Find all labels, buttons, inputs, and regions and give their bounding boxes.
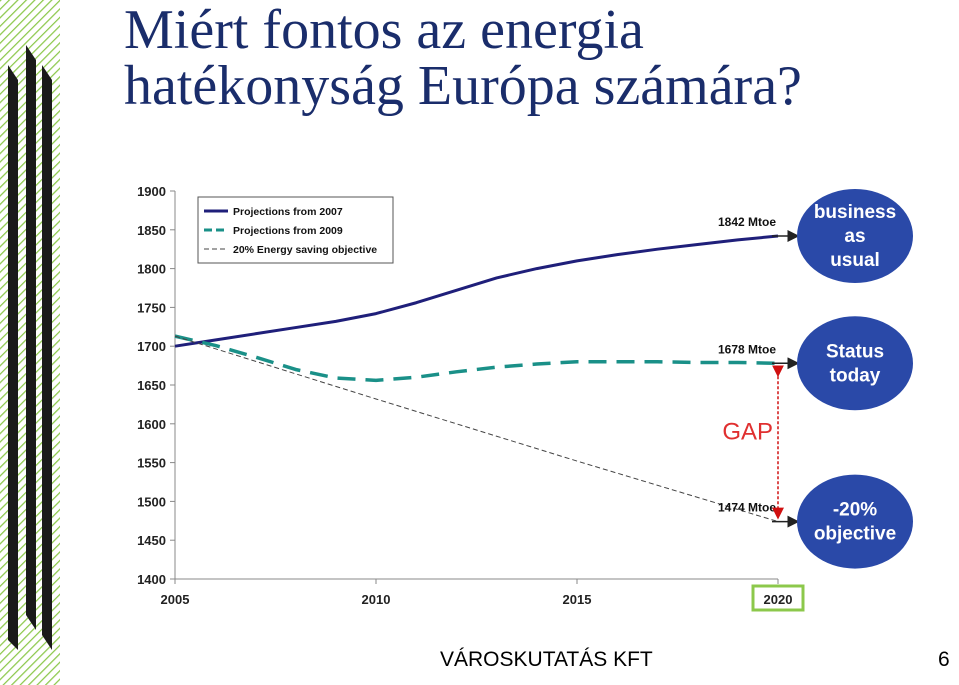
- y-tick-label-1400: 1400: [137, 572, 166, 587]
- x-tick-label-2005: 2005: [161, 592, 190, 607]
- callout-text-1-1: business: [814, 202, 896, 223]
- series-line-2: [174, 334, 779, 383]
- gap-label: GAP: [722, 419, 773, 446]
- data-label-1: 1842 Mtoe: [718, 215, 776, 229]
- y-tick-label-1650: 1650: [137, 378, 166, 393]
- x-tick-label-2020: 2020: [764, 592, 793, 607]
- legend-box: [197, 196, 394, 264]
- callout-circle-3: [797, 474, 913, 569]
- highlighted-year-box: [751, 584, 805, 612]
- data-label-2: 1678 Mtoe: [718, 342, 776, 356]
- legend-label-2: Projections from 2009: [233, 225, 343, 237]
- chart-legend: Projections from 2007 Projections from 20…: [197, 196, 394, 264]
- series-line-1: [174, 234, 779, 348]
- title-line-2: hatékonyság Európa számára?: [124, 55, 802, 117]
- energy-projection-chart: 1400 1450 1500 1550 1600 1650 1700 1750 1800 1850…: [137, 184, 913, 612]
- y-tick-label-1800: 1800: [137, 262, 166, 277]
- y-tick-label-1750: 1750: [137, 300, 166, 315]
- footer-company: VÁROSKUTATÁS KFT: [440, 648, 653, 671]
- legend-label-1: Projections from 2007: [233, 206, 343, 218]
- y-tick-label-1700: 1700: [137, 339, 166, 354]
- x-tick-label-2015: 2015: [563, 592, 592, 607]
- y-tick-label-1450: 1450: [137, 533, 166, 548]
- callout-text-3-1: -20%: [833, 500, 877, 521]
- legend-label-3: 20% Energy saving objective: [233, 244, 377, 256]
- page-number: 6: [938, 648, 950, 671]
- y-tick-label-1550: 1550: [137, 456, 166, 471]
- y-tick-label-1600: 1600: [137, 417, 166, 432]
- y-tick-label-1900: 1900: [137, 184, 166, 199]
- decorative-stripe-band: [0, 0, 60, 685]
- callout-circle-2: [797, 316, 913, 411]
- x-tick-label-2010: 2010: [362, 592, 391, 607]
- title-line-1: Miért fontos az energia: [124, 0, 644, 61]
- y-tick-label-1500: 1500: [137, 494, 166, 509]
- callout-circle-1: [797, 189, 913, 284]
- callout-text-1-2: as: [844, 226, 865, 247]
- y-tick-label-1850: 1850: [137, 223, 166, 238]
- callout-text-3-2: objective: [814, 524, 896, 545]
- slide-title: Miért fontos az energia hatékonyság Euró…: [124, 2, 802, 114]
- series-line-3: [174, 335, 779, 523]
- callout-text-2-1: Status: [826, 341, 884, 362]
- callout-text-2-2: today: [830, 365, 881, 386]
- callout-text-1-3: usual: [830, 250, 880, 271]
- data-label-3: 1474 Mtoe: [718, 501, 776, 515]
